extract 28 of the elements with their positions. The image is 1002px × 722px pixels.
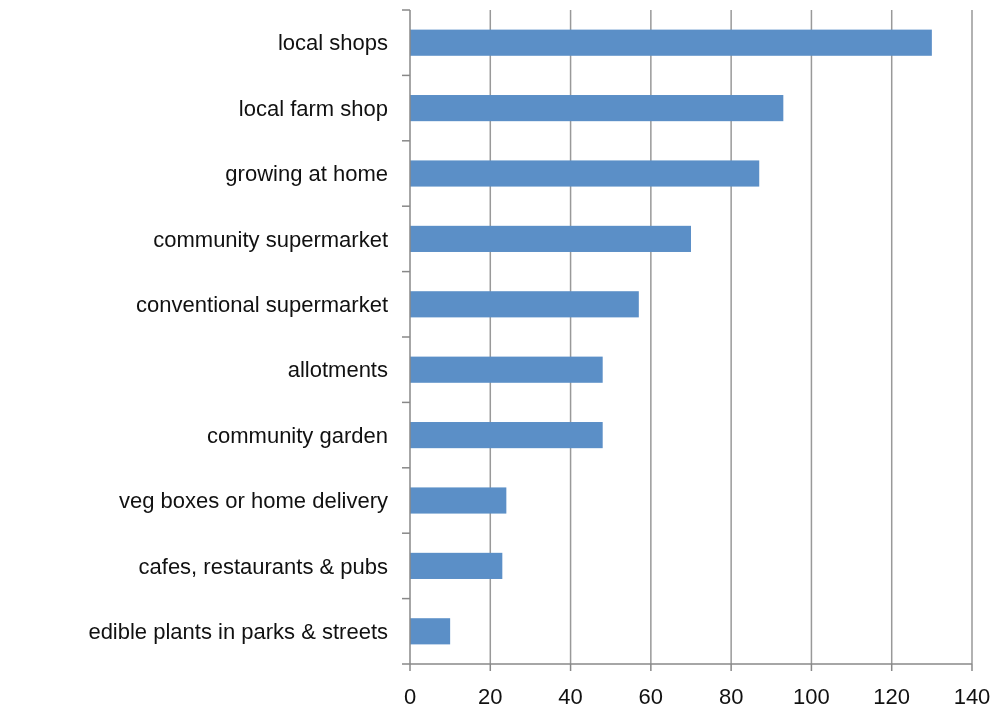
y-tick-label: community garden xyxy=(207,422,388,448)
bar xyxy=(410,225,691,252)
y-tick-label: conventional supermarket xyxy=(136,292,388,317)
x-tick-label: 40 xyxy=(558,684,583,709)
bar xyxy=(410,29,932,56)
bar xyxy=(410,618,451,645)
x-tick-label: 0 xyxy=(403,684,417,709)
bar xyxy=(410,291,639,318)
bar xyxy=(410,487,507,514)
y-tick-label: allotments xyxy=(287,357,388,383)
x-tick-label: 20 xyxy=(478,684,503,709)
x-tick-label: 140 xyxy=(953,684,991,709)
bar xyxy=(410,552,503,579)
x-tick-label: 60 xyxy=(638,684,664,709)
y-tick-label: local farm shop xyxy=(238,95,388,121)
bar xyxy=(410,95,784,122)
bar xyxy=(410,160,760,187)
x-tick-label: 80 xyxy=(718,684,744,709)
y-tick-label: growing at home xyxy=(225,161,388,187)
x-tick-label: 120 xyxy=(873,684,911,709)
y-tick-label: veg boxes or home delivery xyxy=(118,488,388,514)
bar xyxy=(410,422,603,449)
y-tick-label: local shops xyxy=(277,30,388,56)
y-tick-label: cafes, restaurants & pubs xyxy=(138,553,388,579)
bar xyxy=(410,356,603,383)
x-tick-label: 100 xyxy=(793,684,830,709)
y-tick-label: edible plants in parks & streets xyxy=(88,619,388,644)
y-tick-label: community supermarket xyxy=(153,226,388,252)
